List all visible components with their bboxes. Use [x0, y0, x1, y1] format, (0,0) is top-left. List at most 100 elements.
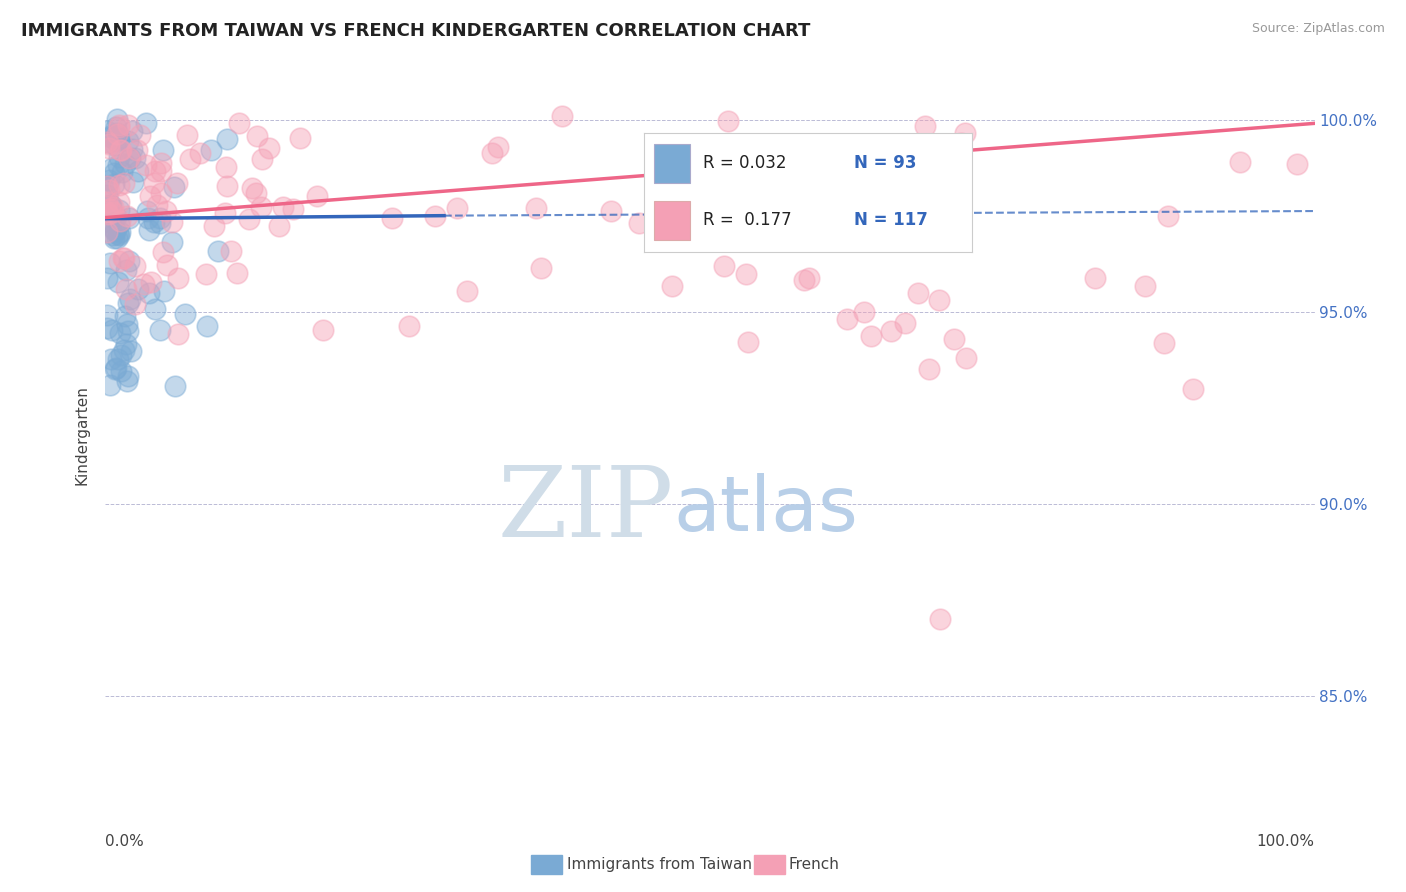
Text: 0.0%: 0.0%	[105, 834, 145, 849]
Point	[202, 219, 225, 233]
Point	[115, 317, 138, 331]
Point	[108, 253, 131, 268]
Point	[112, 176, 135, 190]
Point	[195, 318, 218, 333]
Point	[152, 244, 174, 259]
Point	[108, 178, 131, 193]
Point	[100, 352, 122, 367]
Point	[950, 136, 973, 150]
Point	[97, 141, 120, 155]
Point	[96, 124, 118, 138]
Point	[166, 271, 188, 285]
Point	[107, 351, 129, 366]
Point	[288, 131, 311, 145]
Point	[120, 343, 142, 358]
Point	[481, 145, 503, 160]
Point	[100, 202, 122, 217]
Point	[928, 293, 950, 308]
Point	[98, 256, 121, 270]
Point	[132, 277, 155, 292]
Point	[716, 114, 738, 128]
Point	[107, 275, 129, 289]
Point	[103, 166, 125, 180]
Point	[98, 173, 121, 187]
Point	[114, 310, 136, 324]
Point	[240, 181, 263, 195]
Point	[100, 213, 122, 227]
Text: IMMIGRANTS FROM TAIWAN VS FRENCH KINDERGARTEN CORRELATION CHART: IMMIGRANTS FROM TAIWAN VS FRENCH KINDERG…	[21, 22, 810, 40]
Point	[117, 324, 139, 338]
Point	[108, 225, 131, 239]
Point	[1135, 279, 1157, 293]
Point	[108, 143, 131, 157]
Point	[163, 180, 186, 194]
Point	[104, 210, 127, 224]
Point	[96, 178, 118, 193]
Point	[194, 267, 217, 281]
Point	[226, 266, 249, 280]
Point	[96, 179, 118, 194]
Point	[799, 206, 821, 220]
Point	[101, 128, 124, 142]
Y-axis label: Kindergarten: Kindergarten	[75, 385, 90, 484]
Point	[153, 284, 176, 298]
Point	[107, 119, 129, 133]
Point	[127, 164, 149, 178]
Point	[918, 362, 941, 376]
Point	[600, 204, 623, 219]
Bar	[654, 201, 689, 240]
Point	[138, 285, 160, 300]
Point	[105, 134, 128, 148]
Point	[100, 161, 122, 175]
Point	[96, 204, 118, 219]
Point	[943, 332, 966, 346]
Point	[110, 143, 132, 157]
Point	[257, 140, 280, 154]
Point	[136, 204, 159, 219]
Point	[200, 143, 222, 157]
Point	[121, 124, 143, 138]
Point	[269, 219, 291, 233]
Point	[143, 164, 166, 178]
Point	[103, 178, 125, 192]
Point	[207, 244, 229, 258]
Point	[104, 362, 127, 376]
Point	[162, 235, 184, 249]
Point	[735, 268, 758, 282]
Point	[117, 296, 139, 310]
Point	[486, 140, 509, 154]
Point	[105, 361, 128, 376]
Point	[398, 318, 420, 333]
Point	[167, 327, 190, 342]
Point	[928, 612, 950, 626]
Point	[124, 259, 146, 273]
Point	[107, 158, 129, 172]
Text: N = 117: N = 117	[853, 211, 928, 229]
Point	[139, 189, 162, 203]
Point	[115, 374, 138, 388]
Point	[124, 151, 146, 165]
Point	[96, 309, 118, 323]
Point	[104, 138, 127, 153]
Point	[252, 152, 274, 166]
Point	[108, 130, 131, 145]
Point	[188, 145, 211, 160]
Point	[661, 279, 683, 293]
Point	[907, 285, 929, 300]
Point	[1157, 209, 1180, 223]
Point	[117, 134, 139, 148]
Point	[446, 201, 468, 215]
Point	[117, 151, 139, 165]
Point	[96, 187, 118, 202]
Point	[149, 155, 172, 169]
Point	[146, 197, 169, 211]
Point	[142, 177, 165, 191]
Point	[114, 157, 136, 171]
Point	[124, 297, 146, 311]
Point	[1084, 271, 1107, 285]
Point	[166, 177, 188, 191]
Point	[156, 258, 179, 272]
Point	[103, 227, 125, 242]
Point	[108, 214, 131, 228]
Point	[96, 321, 118, 335]
